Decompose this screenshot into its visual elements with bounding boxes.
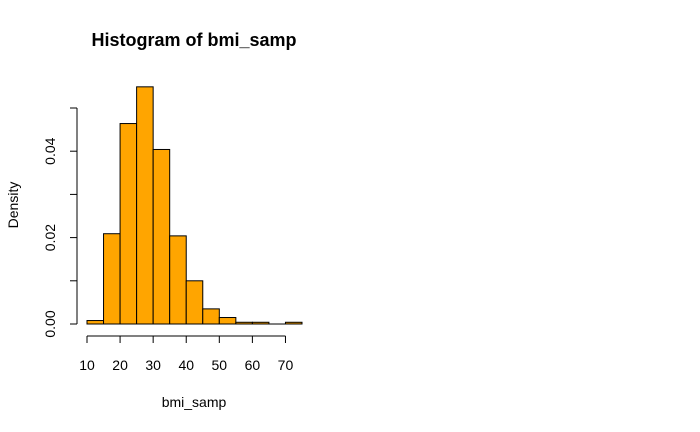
x-tick-label: 30	[145, 357, 161, 373]
bars-group	[86, 86, 303, 325]
histogram-bar	[169, 235, 187, 325]
y-axis: 0.00 0.02 0.04	[42, 107, 78, 338]
histogram-bar	[103, 233, 121, 325]
histogram-bar	[202, 308, 220, 325]
x-tick-label: 20	[112, 357, 128, 373]
histogram-bar	[251, 321, 270, 325]
histogram-bar	[119, 123, 138, 325]
histogram-bar	[86, 320, 105, 325]
histogram-bar	[218, 317, 237, 325]
x-tick-label: 70	[278, 357, 294, 373]
y-axis-label: Density	[5, 182, 21, 229]
x-tick-label: 60	[245, 357, 261, 373]
histogram-bar	[284, 321, 303, 325]
y-tick-label: 0.04	[42, 137, 58, 164]
x-tick-label: 50	[212, 357, 228, 373]
y-tick-label: 0.00	[42, 310, 58, 337]
y-tick-label: 0.02	[42, 224, 58, 251]
histogram-bar	[136, 86, 154, 325]
x-axis-label: bmi_samp	[162, 394, 227, 410]
histogram-bar	[152, 148, 171, 325]
chart-title: Histogram of bmi_samp	[91, 30, 296, 50]
x-axis: 10 20 30 40 50 60 70	[79, 335, 294, 373]
histogram-bar	[185, 280, 204, 325]
x-tick-label: 10	[79, 357, 95, 373]
histogram-bar	[235, 321, 253, 325]
x-tick-label: 40	[178, 357, 194, 373]
